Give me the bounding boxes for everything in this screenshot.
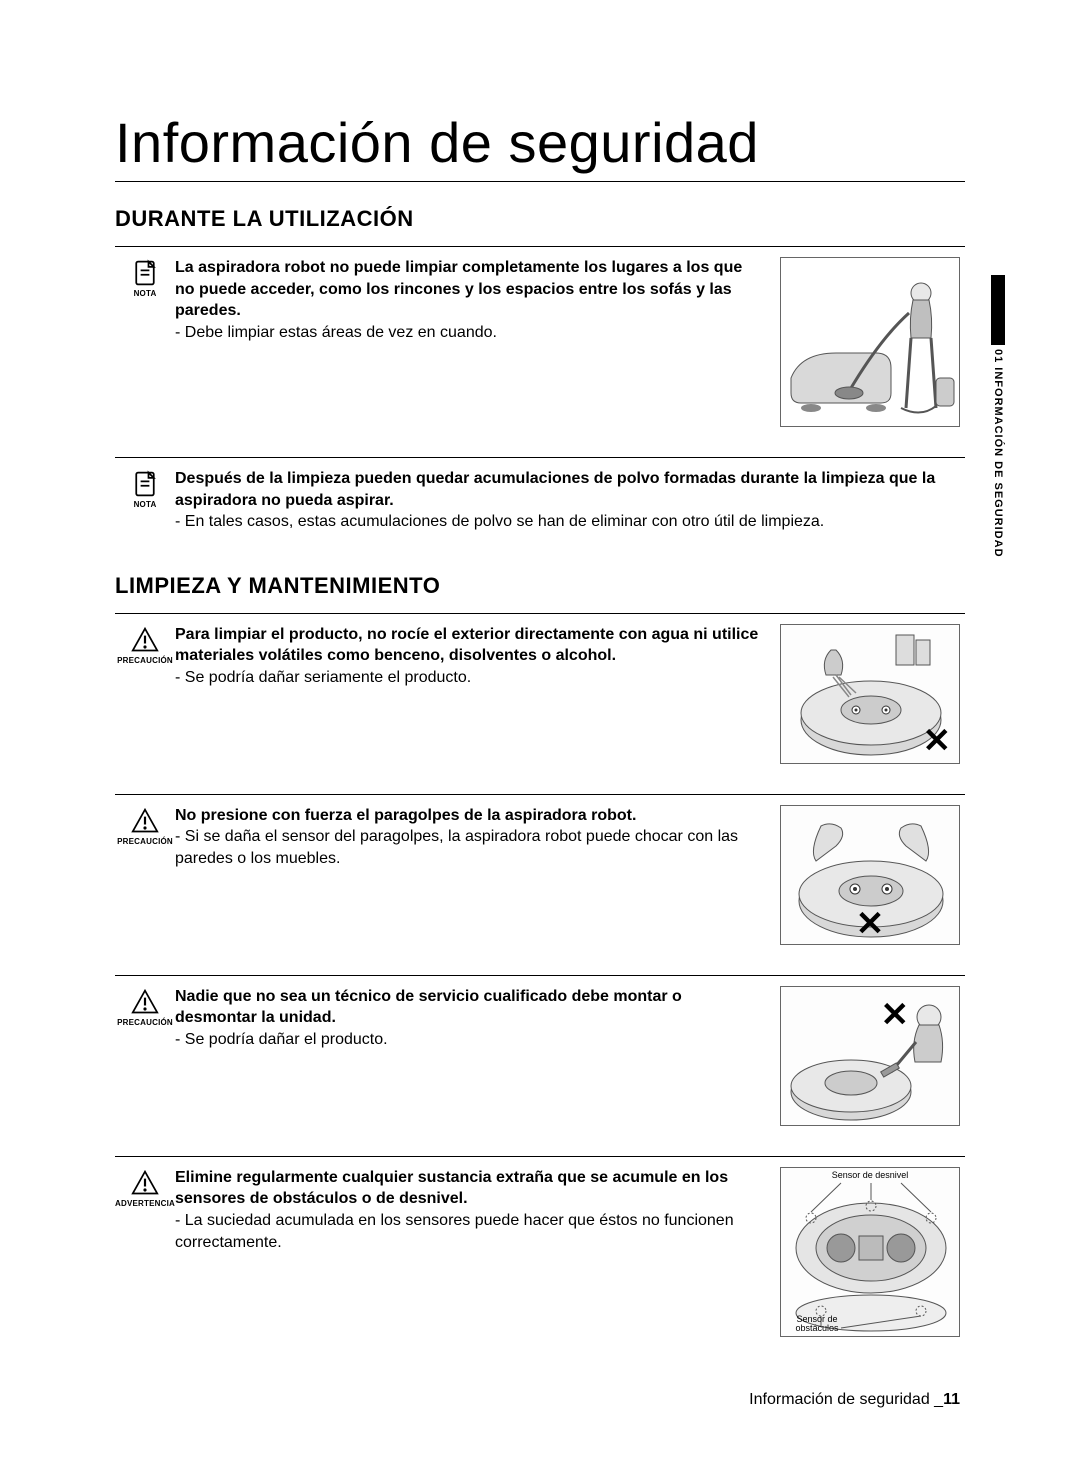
section-maintenance: LIMPIEZA Y MANTENIMIENTO PRECAUCIÓN Para… — [115, 573, 965, 1337]
sensor-bottom-label: Sensor de obstáculos — [787, 1315, 847, 1334]
icon-label: NOTA — [134, 289, 157, 298]
icon-label: PRECAUCIÓN — [117, 837, 173, 846]
illustration-spray-robot: ✕ — [780, 624, 960, 764]
safety-item: PRECAUCIÓN Para limpiar el producto, no … — [115, 613, 965, 764]
item-bold: Elimine regularmente cualquier sustancia… — [175, 1167, 763, 1210]
note-icon — [131, 259, 159, 287]
illustration-column — [775, 257, 965, 427]
item-bold: La aspiradora robot no puede limpiar com… — [175, 257, 763, 322]
item-text: Nadie que no sea un técnico de servicio … — [175, 986, 775, 1126]
safety-item: PRECAUCIÓN No presione con fuerza el par… — [115, 794, 965, 945]
icon-label: NOTA — [134, 500, 157, 509]
caution-icon — [131, 807, 159, 835]
illustration-disassemble: ✕ — [780, 986, 960, 1126]
sensor-top-label: Sensor de desnivel — [781, 1171, 959, 1180]
item-text: La aspiradora robot no puede limpiar com… — [175, 257, 775, 427]
page-title: Información de seguridad — [115, 110, 965, 182]
manual-page: Información de seguridad DURANTE LA UTIL… — [0, 0, 1080, 1469]
item-body: - Debe limpiar estas áreas de vez en cua… — [175, 322, 763, 344]
icon-column: PRECAUCIÓN — [115, 624, 175, 764]
icon-label: PRECAUCIÓN — [117, 656, 173, 665]
icon-column: NOTA — [115, 468, 175, 533]
item-bold: Nadie que no sea un técnico de servicio … — [175, 986, 763, 1029]
item-text: Para limpiar el producto, no rocíe el ex… — [175, 624, 775, 764]
warning-icon — [131, 1169, 159, 1197]
illustration-sensors: Sensor de desnivel Sensor de obstáculos — [780, 1167, 960, 1337]
side-chapter-tab: 01 INFORMACIÓN DE SEGURIDAD — [991, 275, 1005, 558]
page-footer: Información de seguridad _11 — [749, 1391, 960, 1409]
icon-column: PRECAUCIÓN — [115, 986, 175, 1126]
tab-marker — [991, 275, 1005, 345]
item-bold: Para limpiar el producto, no rocíe el ex… — [175, 624, 763, 667]
safety-item: NOTA La aspiradora robot no puede limpia… — [115, 246, 965, 427]
illustration-column: ✕ — [775, 624, 965, 764]
tab-text: 01 INFORMACIÓN DE SEGURIDAD — [992, 345, 1004, 558]
item-body: - La suciedad acumulada en los sensores … — [175, 1210, 763, 1253]
item-bold: Después de la limpieza pueden quedar acu… — [175, 468, 953, 511]
illustration-vacuum-person — [780, 257, 960, 427]
note-icon — [131, 470, 159, 498]
item-text: Elimine regularmente cualquier sustancia… — [175, 1167, 775, 1337]
x-mark-icon: ✕ — [856, 904, 885, 944]
safety-item: PRECAUCIÓN Nadie que no sea un técnico d… — [115, 975, 965, 1126]
item-body: - Se podría dañar seriamente el producto… — [175, 667, 763, 689]
illustration-press-bumper: ✕ — [780, 805, 960, 945]
illustration-column: ✕ — [775, 805, 965, 945]
icon-column: ADVERTENCIA — [115, 1167, 175, 1337]
icon-column: PRECAUCIÓN — [115, 805, 175, 945]
item-bold: No presione con fuerza el paragolpes de … — [175, 805, 763, 827]
illustration-column: ✕ — [775, 986, 965, 1126]
section-heading: LIMPIEZA Y MANTENIMIENTO — [115, 573, 965, 599]
safety-item: NOTA Después de la limpieza pueden queda… — [115, 457, 965, 533]
icon-label: PRECAUCIÓN — [117, 1018, 173, 1027]
caution-icon — [131, 626, 159, 654]
item-text: No presione con fuerza el paragolpes de … — [175, 805, 775, 945]
section-heading: DURANTE LA UTILIZACIÓN — [115, 206, 965, 232]
safety-item: ADVERTENCIA Elimine regularmente cualqui… — [115, 1156, 965, 1337]
icon-label: ADVERTENCIA — [115, 1199, 175, 1208]
caution-icon — [131, 988, 159, 1016]
item-body: - Se podría dañar el producto. — [175, 1029, 763, 1051]
item-body: - En tales casos, estas acumulaciones de… — [175, 511, 953, 533]
illustration-column: Sensor de desnivel Sensor de obstáculos — [775, 1167, 965, 1337]
x-mark-icon: ✕ — [881, 995, 910, 1035]
icon-column: NOTA — [115, 257, 175, 427]
item-text: Después de la limpieza pueden quedar acu… — [175, 468, 965, 533]
item-body: - Si se daña el sensor del paragolpes, l… — [175, 826, 763, 869]
x-mark-icon: ✕ — [923, 721, 952, 761]
footer-text: Información de seguridad _ — [749, 1391, 943, 1408]
page-number: 11 — [943, 1391, 960, 1408]
section-usage: DURANTE LA UTILIZACIÓN NOTA La aspirador… — [115, 206, 965, 533]
